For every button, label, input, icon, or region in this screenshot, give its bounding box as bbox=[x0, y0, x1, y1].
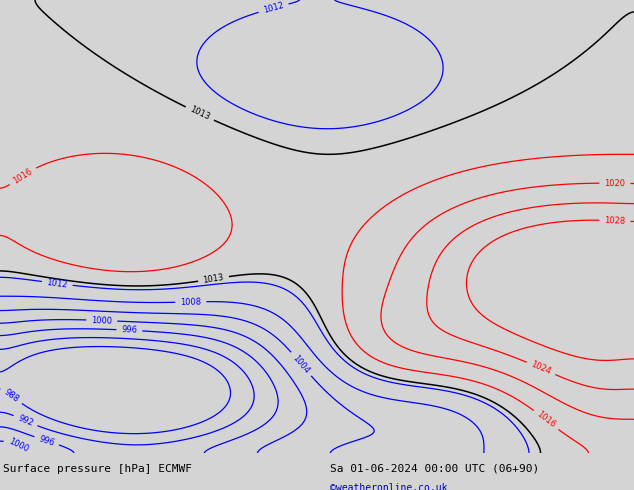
Text: 996: 996 bbox=[37, 434, 56, 448]
Text: 1016: 1016 bbox=[535, 410, 557, 430]
Text: ©weatheronline.co.uk: ©weatheronline.co.uk bbox=[330, 483, 447, 490]
Text: 996: 996 bbox=[121, 325, 138, 335]
Text: 988: 988 bbox=[3, 387, 21, 404]
Text: 1008: 1008 bbox=[180, 297, 202, 307]
Text: 1016: 1016 bbox=[11, 166, 34, 185]
Text: 1013: 1013 bbox=[188, 105, 211, 122]
Text: 1012: 1012 bbox=[262, 1, 285, 15]
Text: 992: 992 bbox=[16, 414, 34, 428]
Text: 1012: 1012 bbox=[46, 278, 68, 289]
Text: Surface pressure [hPa] ECMWF: Surface pressure [hPa] ECMWF bbox=[3, 464, 192, 473]
Text: 1013: 1013 bbox=[202, 273, 224, 285]
Text: 1004: 1004 bbox=[291, 353, 311, 375]
Text: 1024: 1024 bbox=[529, 360, 552, 377]
Text: 1020: 1020 bbox=[604, 179, 626, 188]
Text: 1000: 1000 bbox=[7, 437, 30, 454]
Text: Sa 01-06-2024 00:00 UTC (06+90): Sa 01-06-2024 00:00 UTC (06+90) bbox=[330, 464, 539, 473]
Text: 1000: 1000 bbox=[91, 316, 112, 325]
Text: 1028: 1028 bbox=[604, 216, 626, 226]
